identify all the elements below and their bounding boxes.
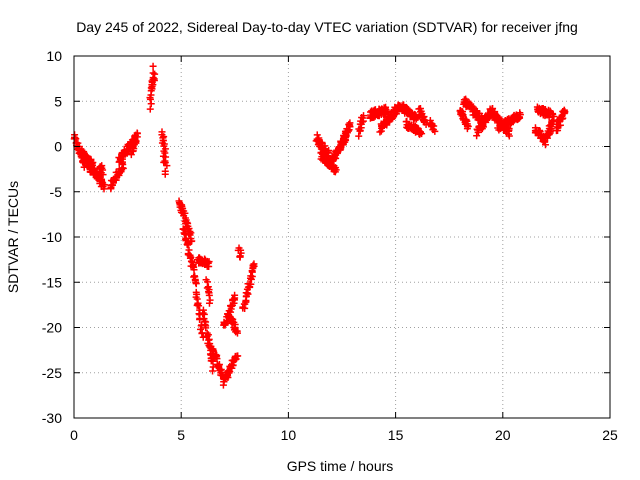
data-point xyxy=(190,266,198,274)
data-point xyxy=(219,381,227,389)
data-point xyxy=(559,114,567,122)
y-axis-label: SDTVAR / TECUs xyxy=(5,181,21,293)
y-tick-label: -15 xyxy=(42,274,62,290)
y-tick-label: -25 xyxy=(42,365,62,381)
y-tick-label: -30 xyxy=(42,410,62,426)
data-point xyxy=(232,355,240,363)
data-point xyxy=(355,132,363,140)
data-point xyxy=(473,132,481,140)
data-point xyxy=(132,137,140,145)
data-point xyxy=(317,139,325,147)
data-point xyxy=(133,129,141,137)
data-point xyxy=(249,261,257,269)
data-point xyxy=(119,164,127,172)
y-tick-label: 0 xyxy=(54,139,62,155)
data-point xyxy=(360,112,368,120)
data-point xyxy=(161,145,169,153)
data-point xyxy=(199,333,207,341)
data-point xyxy=(516,109,524,117)
x-tick-label: 20 xyxy=(495,427,511,443)
data-point xyxy=(356,127,364,135)
chart-title: Day 245 of 2022, Sidereal Day-to-day VTE… xyxy=(76,19,578,35)
data-point xyxy=(163,162,171,170)
data-point xyxy=(250,262,258,270)
data-point xyxy=(192,280,200,288)
data-point xyxy=(412,115,420,123)
data-point xyxy=(236,253,244,261)
data-point xyxy=(431,127,439,135)
data-point xyxy=(108,181,116,189)
x-tick-label: 15 xyxy=(388,427,404,443)
y-tick-label: -10 xyxy=(42,229,62,245)
x-tick-label: 0 xyxy=(70,427,78,443)
data-point xyxy=(494,113,502,121)
data-point xyxy=(146,105,154,113)
data-point xyxy=(149,69,157,77)
data-point xyxy=(99,171,107,179)
data-point xyxy=(205,258,213,266)
data-point xyxy=(151,70,159,78)
data-point xyxy=(184,240,192,248)
data-point xyxy=(376,128,384,136)
y-tick-label: -20 xyxy=(42,320,62,336)
data-point xyxy=(149,62,157,70)
x-tick-label: 5 xyxy=(177,427,185,443)
data-point xyxy=(459,111,467,119)
x-tick-label: 25 xyxy=(602,427,618,443)
data-point xyxy=(159,137,167,145)
y-tick-label: 5 xyxy=(54,93,62,109)
data-point xyxy=(344,127,352,135)
data-point xyxy=(127,151,135,159)
data-point xyxy=(194,300,202,308)
grid-lines xyxy=(74,56,610,418)
x-axis-label: GPS time / hours xyxy=(287,458,394,474)
y-tick-label: -5 xyxy=(50,184,63,200)
data-point xyxy=(160,140,168,148)
data-point xyxy=(146,95,154,103)
data-point xyxy=(107,185,115,193)
data-point xyxy=(190,272,198,280)
data-point xyxy=(422,121,430,129)
data-point xyxy=(147,100,155,108)
axis-ticks: 0 5 10 15 20 25 -30 -25 -20 -15 -10 -5 0 5 10 xyxy=(42,48,618,443)
data-point xyxy=(205,288,213,296)
data-point xyxy=(402,118,410,126)
data-point xyxy=(71,133,79,141)
data-point xyxy=(205,299,213,307)
data-point xyxy=(161,170,169,178)
data-point xyxy=(505,132,513,140)
data-point xyxy=(474,128,482,136)
data-point xyxy=(248,267,256,275)
data-point xyxy=(237,249,245,257)
data-point xyxy=(560,107,568,115)
x-tick-label: 10 xyxy=(281,427,297,443)
data-point xyxy=(464,122,472,130)
data-points xyxy=(70,62,569,389)
data-point xyxy=(541,141,549,149)
data-point xyxy=(479,123,487,131)
data-point xyxy=(332,166,340,174)
data-point xyxy=(550,113,558,121)
data-point xyxy=(324,149,332,157)
data-point xyxy=(346,123,354,131)
data-point xyxy=(233,329,241,337)
data-point xyxy=(418,130,426,138)
data-point xyxy=(556,121,564,129)
data-point xyxy=(234,352,242,360)
data-point xyxy=(202,324,210,332)
data-point xyxy=(195,302,203,310)
data-point xyxy=(209,367,217,375)
data-point xyxy=(112,176,120,184)
y-tick-label: 10 xyxy=(46,48,62,64)
data-point xyxy=(204,278,212,286)
data-point xyxy=(231,294,239,302)
data-point xyxy=(416,129,424,137)
data-point xyxy=(101,181,109,189)
